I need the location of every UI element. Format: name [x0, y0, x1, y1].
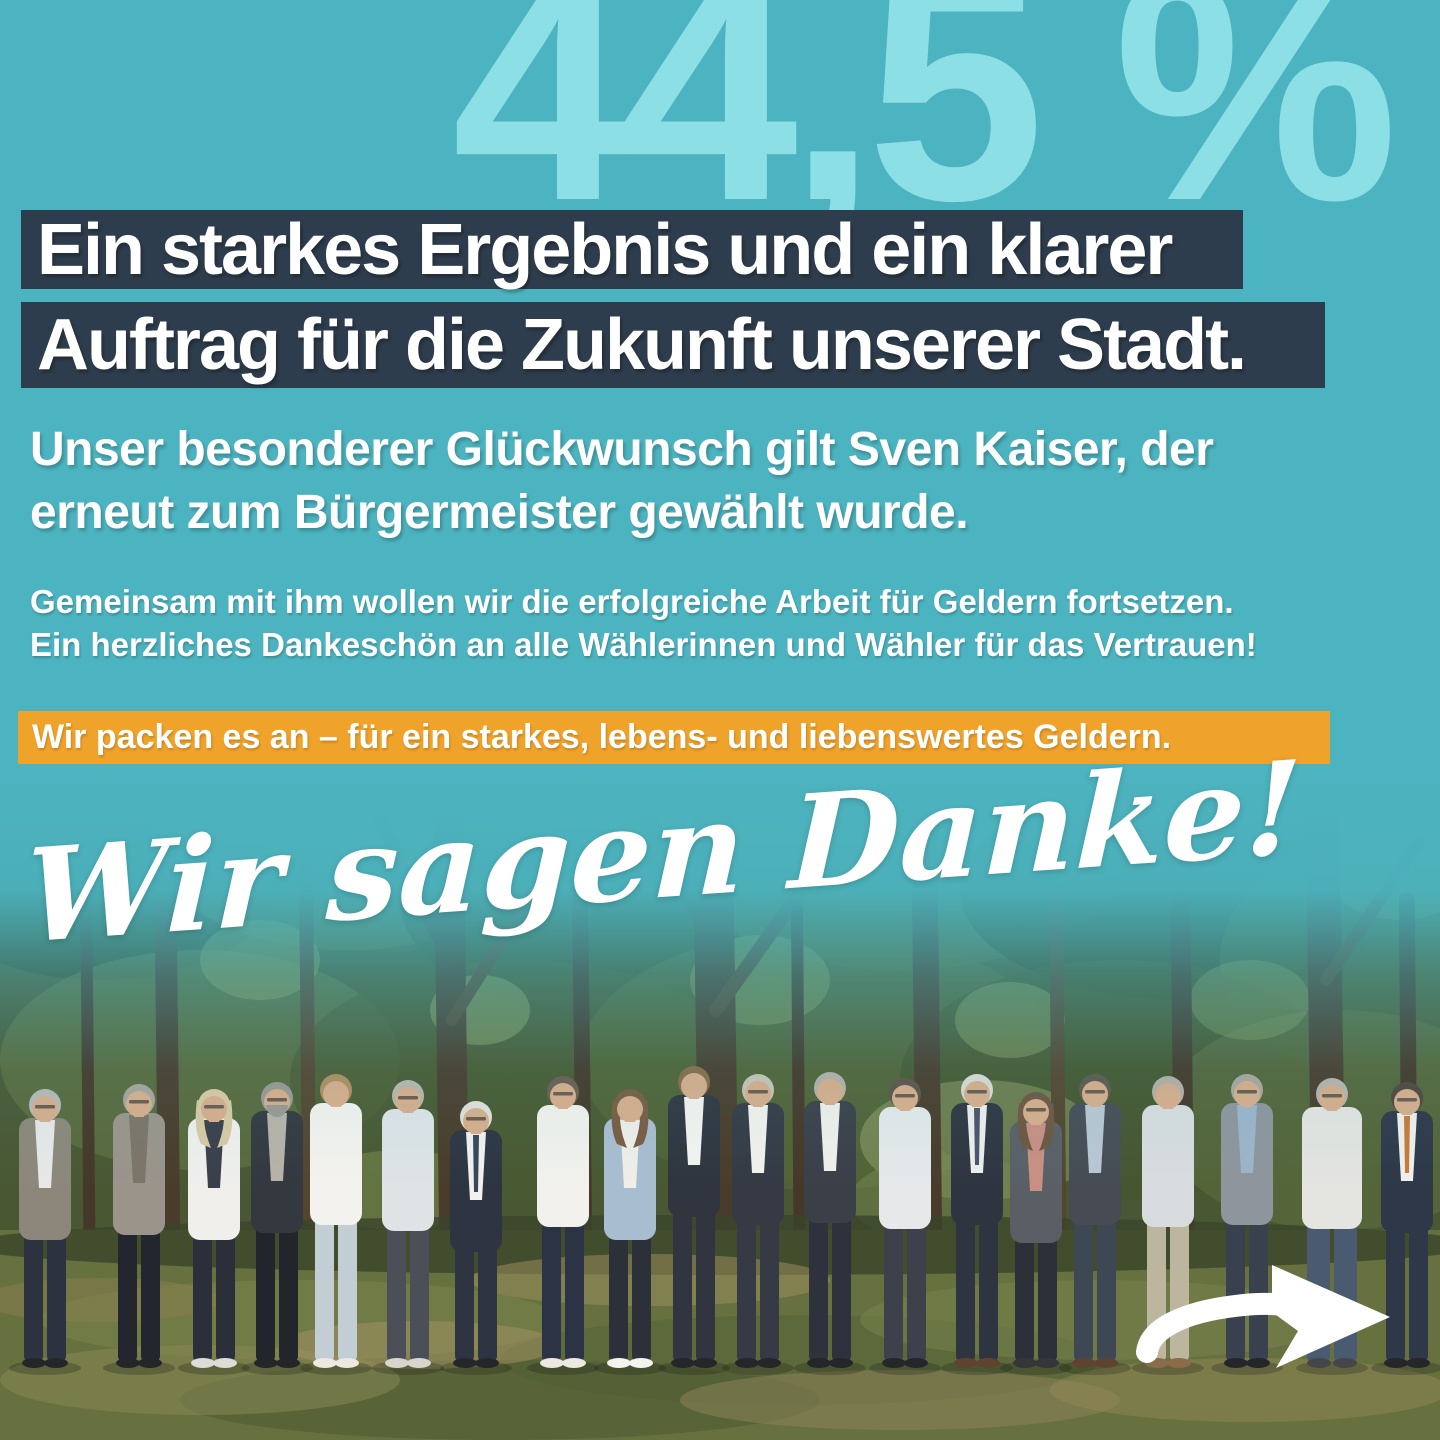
highlight-text: Wir packen es an – für ein starkes, lebe… — [32, 718, 1172, 756]
body-line-2: Ein herzliches Dankeschön an alle Wähler… — [30, 626, 1257, 663]
group-photo — [0, 760, 1440, 1440]
body-line-1: Gemeinsam mit ihm wollen wir die erfolgr… — [30, 583, 1234, 620]
headline-banner-2: Auftrag für die Zukunft unserer Stadt. — [21, 302, 1325, 388]
subheadline-line-2: erneut zum Bürgermeister gewählt wurde. — [30, 486, 969, 539]
highlight-banner: Wir packen es an – für ein starkes, lebe… — [18, 711, 1330, 764]
subheadline-line-1: Unser besonderer Glückwunsch gilt Sven K… — [30, 423, 1214, 476]
headline-line-1: Ein starkes Ergebnis und ein klarer — [37, 209, 1173, 290]
headline-banner-1: Ein starkes Ergebnis und ein klarer — [21, 209, 1243, 290]
headline-line-2: Auftrag für die Zukunft unserer Stadt. — [37, 305, 1247, 385]
body-copy: Gemeinsam mit ihm wollen wir die erfolgr… — [30, 580, 1257, 666]
subheadline: Unser besonderer Glückwunsch gilt Sven K… — [30, 418, 1214, 544]
hand-drawn-arrow-icon — [1136, 1265, 1390, 1368]
teal-fade-overlay — [0, 760, 1440, 1190]
result-percentage: 44,5 % — [452, 0, 1398, 267]
